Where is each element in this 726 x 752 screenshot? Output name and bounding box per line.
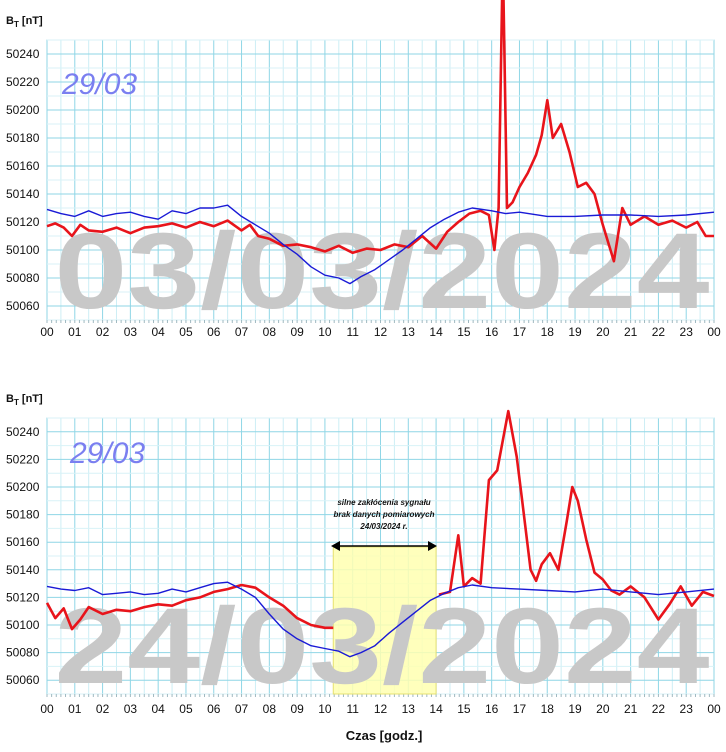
x-tick-label: 06 [207, 325, 221, 339]
x-tick-label: 10 [318, 325, 332, 339]
x-tick-label: 19 [568, 325, 582, 339]
series-blue-line-top [46, 204, 715, 285]
y-tick-label: 50200 [6, 103, 40, 117]
x-tick-label: 11 [346, 702, 359, 716]
x-tick-label: 03 [124, 325, 138, 339]
y-tick-label: 50140 [6, 187, 40, 201]
x-ticks-bottom: 00 01 02 03 04 05 06 07 08 09 10 11 12 13 14 15 16 17 18 19… [40, 702, 721, 716]
x-tick-label: 05 [179, 325, 193, 339]
x-tick-label: 20 [596, 702, 610, 716]
y-axis-label-top: BT [nT] [6, 15, 43, 29]
x-tick-label: 21 [624, 325, 638, 339]
x-tick-label: 12 [374, 702, 388, 716]
annotation-arrowhead-right [428, 541, 437, 551]
annotation-line-3: 24/03/2024 r. [359, 522, 407, 531]
y-tick-label: 50120 [6, 215, 40, 229]
series-blue-line-bottom [46, 581, 715, 658]
x-tick-label: 17 [513, 702, 527, 716]
x-tick-label: 00 [707, 702, 721, 716]
y-ticks-bottom: 50060 50080 50100 50120 50140 50160 50180 50200… [6, 425, 40, 687]
x-tick-label: 08 [263, 325, 277, 339]
chart-top: BT [nT] 03/03/2024 29/03 50060 50080 50100… [6, 0, 721, 339]
x-tick-label: 15 [457, 702, 471, 716]
y-tick-label: 50060 [6, 299, 40, 313]
series-group-top [46, 0, 715, 285]
grid-top [46, 39, 715, 323]
x-tick-label: 20 [596, 325, 610, 339]
x-tick-label: 07 [235, 702, 249, 716]
y-tick-label: 50240 [6, 47, 40, 61]
annotation-group: silne zakłócenia sygnału brak danych pom… [331, 498, 437, 551]
y-tick-label: 50140 [6, 563, 40, 577]
annotation-arrowhead-left [331, 541, 340, 551]
date-label-top: 29/03 [61, 68, 137, 101]
y-tick-label: 50240 [6, 425, 40, 439]
x-tick-label: 09 [290, 325, 304, 339]
y-tick-label: 50100 [6, 243, 40, 257]
series-red-line-bottom-1 [438, 409, 715, 621]
x-tick-label: 00 [40, 325, 54, 339]
x-tick-label: 06 [207, 702, 221, 716]
x-tick-label: 19 [568, 702, 582, 716]
x-tick-label: 15 [457, 325, 471, 339]
y-tick-label: 50220 [6, 75, 40, 89]
x-tick-label: 21 [624, 702, 638, 716]
y-tick-label: 50180 [6, 131, 40, 145]
x-tick-label: 18 [541, 325, 555, 339]
no-data-highlight [332, 546, 437, 695]
x-tick-label: 14 [429, 325, 443, 339]
x-tick-label: 14 [429, 702, 443, 716]
x-tick-label: 01 [68, 702, 82, 716]
date-label-bottom: 29/03 [69, 437, 145, 470]
y-tick-label: 50100 [6, 618, 40, 632]
x-tick-label: 00 [40, 702, 54, 716]
x-tick-label: 16 [485, 325, 499, 339]
x-tick-label: 17 [513, 325, 527, 339]
x-tick-label: 23 [680, 325, 694, 339]
annotation-line-1: silne zakłócenia sygnału [337, 498, 430, 507]
watermark-date-bottom: 24/03/2024 [55, 585, 710, 706]
series-red-line-bottom-0 [45, 583, 334, 631]
y-tick-label: 50120 [6, 590, 40, 604]
y-axis-label-bottom: BT [nT] [6, 393, 43, 407]
x-tick-label: 16 [485, 702, 499, 716]
x-tick-label: 13 [402, 325, 416, 339]
annotation-line-2: brak danych pomiarowych [334, 510, 435, 519]
x-tick-label: 04 [151, 702, 165, 716]
y-tick-label: 50180 [6, 508, 40, 522]
x-tick-label: 02 [96, 325, 110, 339]
x-tick-label: 00 [707, 325, 721, 339]
y-tick-label: 50200 [6, 480, 40, 494]
x-tick-label: 22 [652, 325, 666, 339]
x-tick-label: 07 [235, 325, 249, 339]
x-tick-label: 11 [346, 325, 359, 339]
x-tick-label: 12 [374, 325, 388, 339]
x-tick-label: 02 [96, 702, 110, 716]
watermark-date-top: 03/03/2024 [55, 210, 710, 331]
chart-bottom: BT [nT] 24/03/2024 29/03 silne zakłóceni… [6, 393, 721, 743]
y-tick-label: 50160 [6, 159, 40, 173]
y-tick-label: 50220 [6, 452, 40, 466]
y-tick-label: 50080 [6, 271, 40, 285]
x-tick-label: 13 [402, 702, 416, 716]
x-ticks-top: 00 01 02 03 04 05 06 07 08 09 10 11 12 13 14 15 16 17 18 19… [40, 325, 721, 339]
series-group-bottom [45, 409, 715, 658]
x-tick-label: 10 [318, 702, 332, 716]
x-tick-label: 03 [124, 702, 138, 716]
y-tick-label: 50060 [6, 673, 40, 687]
x-tick-label: 04 [151, 325, 165, 339]
x-tick-label: 09 [290, 702, 304, 716]
x-tick-label: 05 [179, 702, 193, 716]
series-red-line-top [46, 0, 714, 263]
x-tick-label: 18 [541, 702, 555, 716]
x-tick-label: 22 [652, 702, 666, 716]
y-tick-label: 50160 [6, 535, 40, 549]
y-tick-label: 50080 [6, 646, 40, 660]
x-tick-label: 08 [263, 702, 277, 716]
y-ticks-top: 50060 50080 50100 50120 50140 50160 50180 50200… [6, 47, 40, 313]
x-tick-label: 23 [680, 702, 694, 716]
x-axis-label: Czas [godz.] [346, 728, 423, 743]
x-tick-label: 01 [68, 325, 82, 339]
